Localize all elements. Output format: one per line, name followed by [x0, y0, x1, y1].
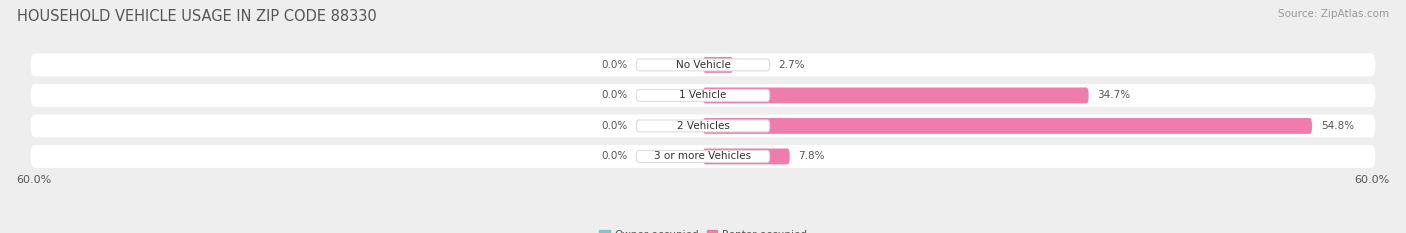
FancyBboxPatch shape: [31, 114, 1375, 137]
Text: 1 Vehicle: 1 Vehicle: [679, 90, 727, 100]
Text: 54.8%: 54.8%: [1320, 121, 1354, 131]
FancyBboxPatch shape: [31, 145, 1375, 168]
FancyBboxPatch shape: [31, 53, 1375, 76]
FancyBboxPatch shape: [31, 84, 1375, 107]
Text: 0.0%: 0.0%: [602, 60, 627, 70]
Text: 0.0%: 0.0%: [602, 90, 627, 100]
Text: 34.7%: 34.7%: [1098, 90, 1130, 100]
Text: No Vehicle: No Vehicle: [675, 60, 731, 70]
Text: 0.0%: 0.0%: [602, 151, 627, 161]
FancyBboxPatch shape: [637, 151, 769, 162]
Text: 60.0%: 60.0%: [17, 175, 52, 185]
FancyBboxPatch shape: [637, 120, 769, 132]
FancyBboxPatch shape: [703, 87, 1088, 103]
Text: 0.0%: 0.0%: [602, 121, 627, 131]
Text: 2 Vehicles: 2 Vehicles: [676, 121, 730, 131]
Text: 7.8%: 7.8%: [799, 151, 825, 161]
FancyBboxPatch shape: [703, 148, 790, 164]
FancyBboxPatch shape: [637, 59, 769, 71]
Text: HOUSEHOLD VEHICLE USAGE IN ZIP CODE 88330: HOUSEHOLD VEHICLE USAGE IN ZIP CODE 8833…: [17, 9, 377, 24]
Text: 60.0%: 60.0%: [1354, 175, 1389, 185]
FancyBboxPatch shape: [637, 89, 769, 101]
Text: 2.7%: 2.7%: [779, 60, 806, 70]
Text: 3 or more Vehicles: 3 or more Vehicles: [654, 151, 752, 161]
Text: Source: ZipAtlas.com: Source: ZipAtlas.com: [1278, 9, 1389, 19]
FancyBboxPatch shape: [703, 57, 733, 73]
FancyBboxPatch shape: [703, 118, 1312, 134]
Legend: Owner-occupied, Renter-occupied: Owner-occupied, Renter-occupied: [599, 230, 807, 233]
